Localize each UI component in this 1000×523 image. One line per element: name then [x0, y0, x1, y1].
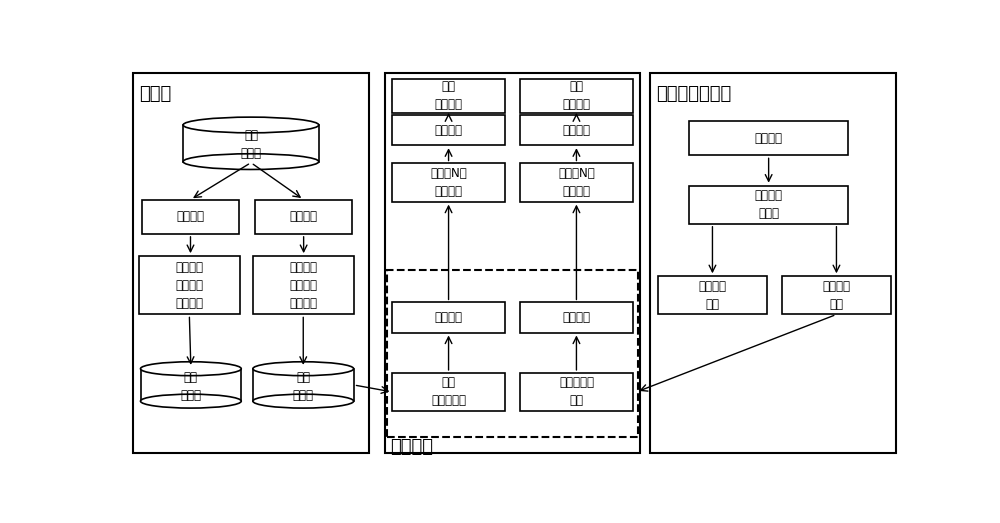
Ellipse shape: [183, 154, 319, 169]
Bar: [183, 125, 319, 162]
Bar: [392, 115, 505, 145]
Ellipse shape: [140, 362, 241, 376]
Text: 舌色标注: 舌色标注: [176, 210, 204, 223]
Bar: [253, 256, 354, 314]
Ellipse shape: [253, 362, 354, 376]
Text: 判决: 判决: [390, 85, 412, 103]
Bar: [140, 369, 241, 401]
Bar: [392, 302, 505, 333]
Text: 统计决策: 统计决策: [562, 124, 590, 137]
Text: 舌苔
特征库: 舌苔 特征库: [293, 371, 314, 402]
Bar: [520, 79, 633, 113]
Bar: [520, 302, 633, 333]
Text: 图像分析与处理: 图像分析与处理: [656, 85, 731, 103]
Ellipse shape: [183, 117, 319, 133]
Text: 苔色
判决结果: 苔色 判决结果: [562, 81, 590, 111]
Bar: [255, 200, 352, 234]
Bar: [689, 121, 848, 155]
Bar: [520, 163, 633, 202]
Bar: [253, 369, 354, 401]
Bar: [385, 73, 640, 453]
Text: 舌色
相似度计算: 舌色 相似度计算: [431, 377, 466, 407]
Bar: [387, 270, 638, 437]
Text: 舌体区域
的划分: 舌体区域 的划分: [755, 189, 783, 220]
Bar: [392, 163, 505, 202]
Text: 苔色前N个
检索结果: 苔色前N个 检索结果: [558, 167, 595, 198]
Text: 图像检索: 图像检索: [390, 438, 433, 456]
Bar: [142, 200, 239, 234]
Bar: [689, 186, 848, 224]
Text: 提取舌苔
特征: 提取舌苔 特征: [822, 280, 850, 311]
Bar: [133, 73, 369, 453]
Bar: [782, 276, 891, 314]
Text: 数据库: 数据库: [139, 85, 171, 103]
Bar: [139, 256, 240, 314]
Text: 苔色相似度
计算: 苔色相似度 计算: [559, 377, 594, 407]
Text: 提取样本
的舌质的
特征向量: 提取样本 的舌质的 特征向量: [175, 261, 203, 310]
Bar: [520, 373, 633, 411]
Bar: [650, 73, 896, 453]
Text: 提取舌质
特征: 提取舌质 特征: [698, 280, 726, 311]
Text: 舌质
特征库: 舌质 特征库: [180, 371, 201, 402]
Bar: [392, 373, 505, 411]
Ellipse shape: [140, 394, 241, 408]
Text: 输入图像: 输入图像: [755, 132, 783, 145]
Text: 舌色
判决结果: 舌色 判决结果: [435, 81, 463, 111]
Text: 检索结果: 检索结果: [435, 311, 463, 324]
Bar: [658, 276, 767, 314]
Text: 苔色标注: 苔色标注: [290, 210, 318, 223]
Text: 提取样本
的舌苔的
特征向量: 提取样本 的舌苔的 特征向量: [289, 261, 317, 310]
Bar: [392, 79, 505, 113]
Bar: [520, 115, 633, 145]
Text: 舌色前N个
检索结果: 舌色前N个 检索结果: [430, 167, 467, 198]
Text: 舌象
样本库: 舌象 样本库: [240, 129, 261, 161]
Text: 统计决策: 统计决策: [435, 124, 463, 137]
Text: 检索结果: 检索结果: [562, 311, 590, 324]
Ellipse shape: [253, 394, 354, 408]
